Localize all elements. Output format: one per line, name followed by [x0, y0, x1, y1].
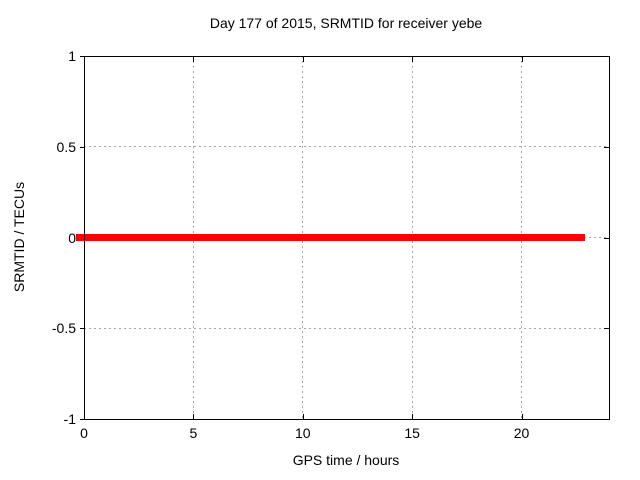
- y-tick-mark-left: [80, 419, 84, 420]
- y-tick-mark-right: [604, 146, 609, 148]
- y-tick-mark-right: [604, 237, 609, 239]
- y-tick-mark-left: [80, 146, 84, 148]
- x-tick-mark-bottom: [412, 414, 414, 419]
- y-gridline: [84, 327, 609, 329]
- y-tick-mark-left: [80, 328, 84, 330]
- x-tick-mark-top: [302, 57, 304, 62]
- y-tick-label: 1: [68, 48, 76, 64]
- y-tick-label: 0.5: [56, 138, 76, 155]
- x-tick-label: 20: [513, 425, 530, 441]
- x-tick-mark-top: [412, 57, 414, 62]
- x-axis-label: GPS time / hours: [292, 452, 400, 468]
- y-tick-mark-left: [80, 56, 84, 57]
- x-tick-mark-top: [193, 57, 195, 62]
- y-gridline: [84, 146, 609, 148]
- x-tick-label: 0: [80, 425, 88, 441]
- x-tick-mark-bottom: [193, 414, 195, 419]
- x-tick-mark-bottom: [521, 414, 523, 419]
- y-tick-label: -1: [63, 411, 76, 427]
- y-tick-label: -0.5: [51, 320, 76, 337]
- x-tick-mark-bottom: [302, 414, 304, 419]
- plot-border: [84, 56, 610, 420]
- x-tick-label: 5: [189, 425, 198, 441]
- y-tick-label: 0: [68, 229, 76, 246]
- data-line: [76, 234, 585, 241]
- y-axis-label: SRMTID / TECUs: [11, 181, 27, 293]
- x-tick-label: 15: [404, 425, 420, 441]
- y-tick-mark-right: [604, 328, 609, 330]
- x-tick-mark-top: [521, 57, 523, 62]
- x-tick-label: 10: [294, 425, 311, 441]
- chart-title: Day 177 of 2015, SRMTID for receiver yeb…: [209, 15, 483, 31]
